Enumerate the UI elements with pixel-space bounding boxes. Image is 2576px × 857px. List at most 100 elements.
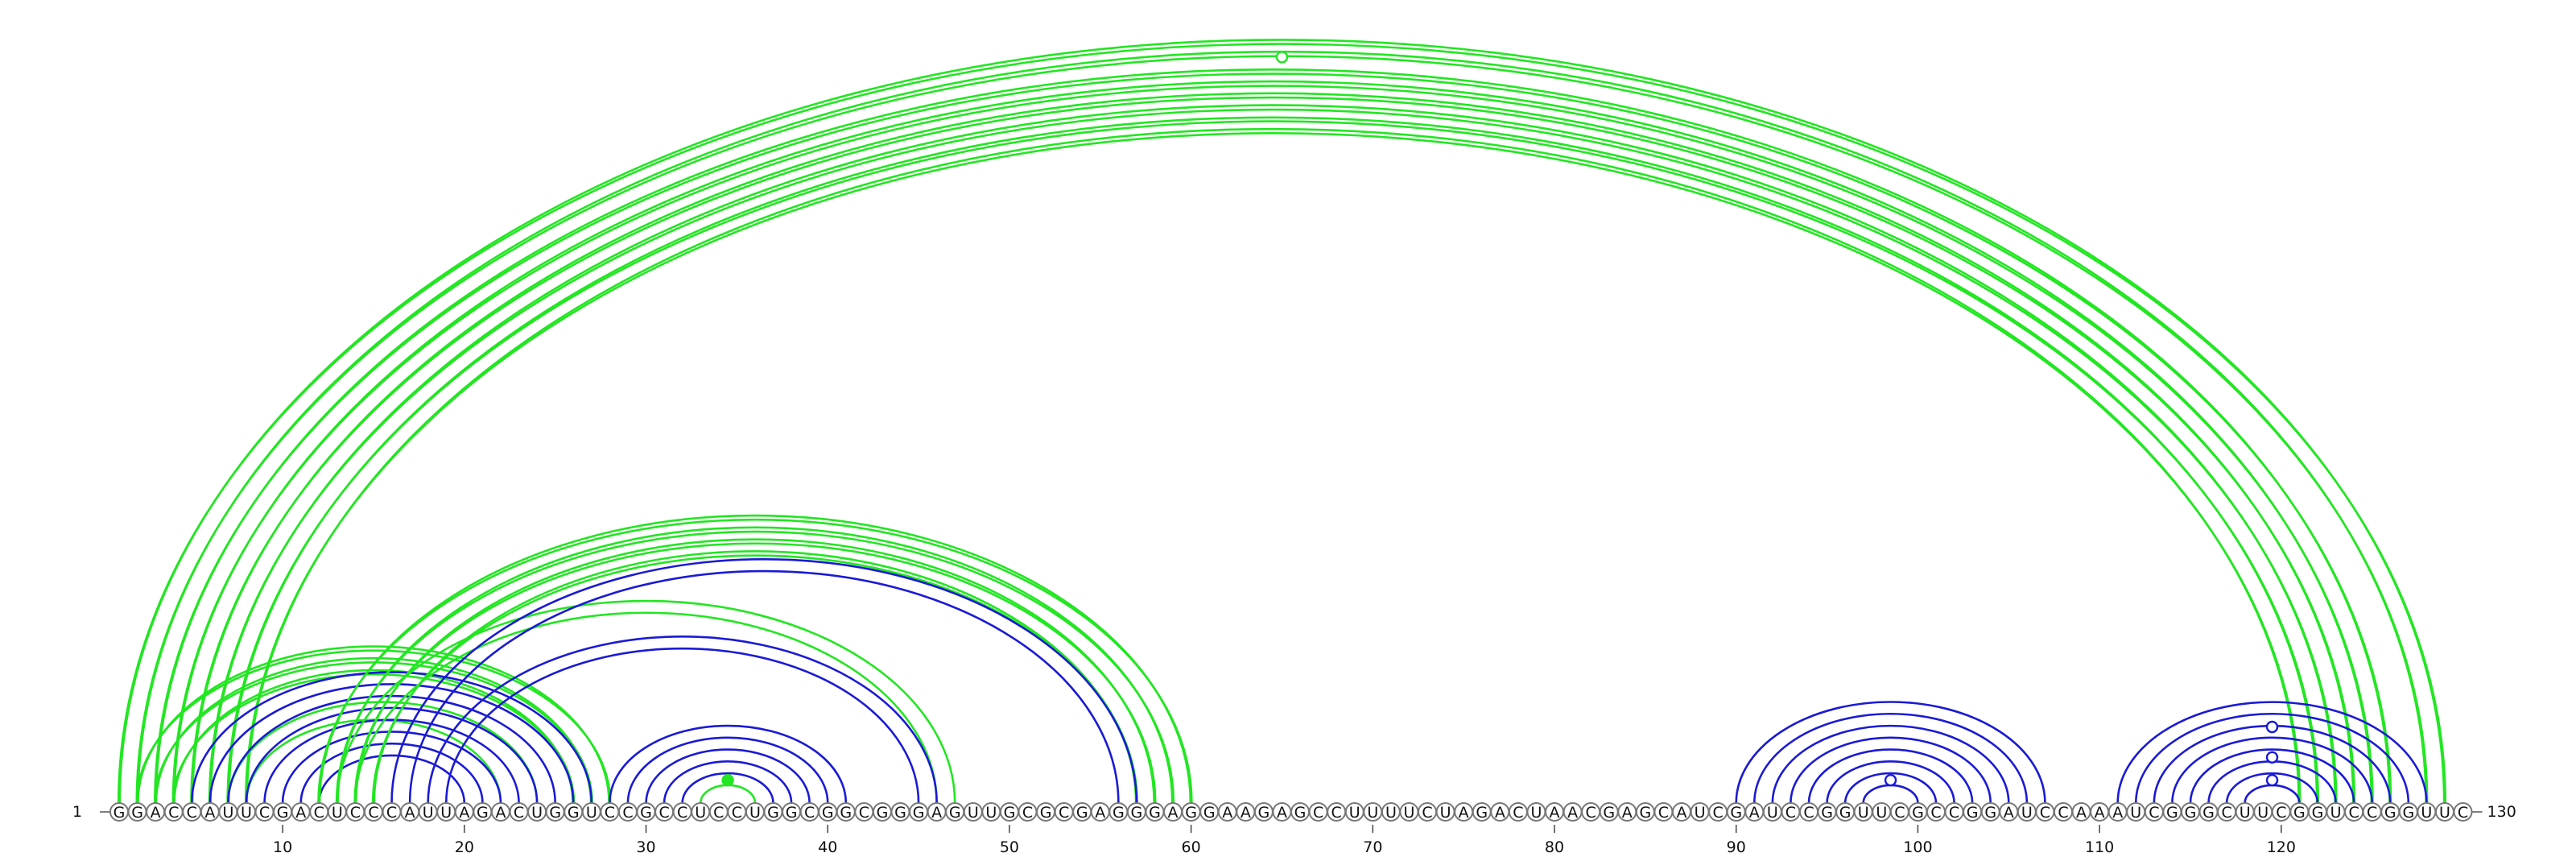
sequence-end-label: 130 xyxy=(2487,803,2516,821)
nucleotide-letter: U xyxy=(586,804,597,822)
nucleotide: A xyxy=(2071,802,2091,822)
nucleotide-letter: C xyxy=(1894,804,1905,822)
nucleotide: U xyxy=(2434,802,2454,822)
nucleotide-letter: G xyxy=(1967,804,1979,822)
nucleotide-letter: U xyxy=(1530,804,1542,822)
nucleotide: U xyxy=(691,802,711,822)
nucleotide: G xyxy=(763,802,783,822)
nucleotide-letter: G xyxy=(640,804,652,822)
nucleotide-letter: G xyxy=(1258,804,1270,822)
nucleotide-letter: G xyxy=(2312,804,2324,822)
base-pair-arc xyxy=(227,116,2318,804)
nucleotide: U xyxy=(1526,802,1546,822)
nucleotide-letter: G xyxy=(2402,804,2414,822)
base-pair-arc xyxy=(173,669,574,804)
nucleotide-letter: G xyxy=(1476,804,1488,822)
nucleotide: C xyxy=(1926,802,1946,822)
nucleotide: U xyxy=(218,802,238,822)
nucleotide: G xyxy=(1635,802,1655,822)
nucleotide-letter: U xyxy=(423,804,434,822)
nucleotide-letter: U xyxy=(1876,804,1887,822)
nucleotide: G xyxy=(109,802,129,822)
nucleotide: A xyxy=(1454,802,1474,822)
nucleotide: U xyxy=(1344,802,1364,822)
arc-marker xyxy=(2265,773,2279,787)
markers-layer xyxy=(721,51,2279,787)
base-pair-arc xyxy=(173,80,2373,804)
nucleotide-letter: A xyxy=(1495,804,1505,822)
base-pair-arc xyxy=(645,748,811,804)
nucleotide-letter: A xyxy=(1567,804,1578,822)
tick-label: 70 xyxy=(1363,838,1382,856)
nucleotide-letter: U xyxy=(2130,804,2141,822)
nucleotide: C xyxy=(1581,802,1601,822)
nucleotide-letter: A xyxy=(2076,804,2087,822)
nucleotide-letter: C xyxy=(1930,804,1941,822)
nucleotide-letter: A xyxy=(1277,804,1287,822)
nucleotide-letter: U xyxy=(1695,804,1706,822)
base-pair-arc xyxy=(626,736,829,804)
nucleotide: C xyxy=(345,802,365,822)
nucleotide-letter: G xyxy=(2185,804,2197,822)
nucleotide: C xyxy=(2344,802,2364,822)
nucleotide: C xyxy=(182,802,202,822)
nucleotide-letter: C xyxy=(368,804,378,822)
nucleotide-letter: C xyxy=(1658,804,1669,822)
nucleotide-letter: A xyxy=(2112,804,2123,822)
base-pair-arc xyxy=(699,784,757,804)
tick-label: 110 xyxy=(2085,838,2114,856)
nucleotide: C xyxy=(163,802,184,822)
nucleotide-letter: U xyxy=(222,804,233,822)
nucleotide-letter: G xyxy=(131,804,143,822)
nucleotide: A xyxy=(927,802,947,822)
nucleotide: G xyxy=(782,802,802,822)
nucleotide-letter: A xyxy=(2004,804,2014,822)
nucleotide: U xyxy=(418,802,438,822)
nucleotide: C xyxy=(1708,802,1728,822)
nucleotide-letter: C xyxy=(1586,804,1596,822)
nucleotide: G xyxy=(945,802,965,822)
nucleotide-letter: C xyxy=(732,804,742,822)
nucleotide: G xyxy=(2180,802,2200,822)
nucleotide: C xyxy=(1653,802,1674,822)
position-axis: 10 20 30 40 50 60 70 80 90 100 110 120 xyxy=(273,825,2296,856)
nucleotide: A xyxy=(2090,802,2110,822)
nucleotide-letter: C xyxy=(622,804,633,822)
nucleotide-letter: G xyxy=(2293,804,2306,822)
nucleotide: U xyxy=(1435,802,1455,822)
nucleotide-letter: C xyxy=(2367,804,2377,822)
nucleotide: U xyxy=(1853,802,1873,822)
nucleotide: U xyxy=(981,802,1001,822)
nucleotide-letter: G xyxy=(767,804,779,822)
nucleotide-letter: U xyxy=(1385,804,1397,822)
base-pair-arc xyxy=(299,742,484,804)
base-pair-arc xyxy=(336,526,1174,804)
nucleotide-letter: G xyxy=(1730,804,1742,822)
nucleotide: A xyxy=(146,802,166,822)
nucleotide: U xyxy=(2126,802,2146,822)
nucleotide: C xyxy=(1018,802,1038,822)
arc-marker xyxy=(2265,751,2279,764)
nucleotide: G xyxy=(872,802,892,822)
nucleotide-letter: A xyxy=(204,804,215,822)
nucleotide: C xyxy=(2217,802,2237,822)
tick-label: 10 xyxy=(273,838,292,856)
nucleotide-letter: C xyxy=(187,804,197,822)
nucleotide-letter: U xyxy=(985,804,997,822)
nucleotide: G xyxy=(999,802,1019,822)
nucleotide: G xyxy=(564,802,584,822)
tick-label: 100 xyxy=(1903,838,1932,856)
tick-label: 60 xyxy=(1182,838,1201,856)
nucleotide: C xyxy=(2144,802,2164,822)
nucleotide-letter: G xyxy=(477,804,489,822)
nucleotide: A xyxy=(200,802,220,822)
nucleotide-letter: C xyxy=(1422,804,1432,822)
nucleotide: U xyxy=(2235,802,2255,822)
nucleotide-letter: G xyxy=(1821,804,1833,822)
nucleotide: C xyxy=(363,802,383,822)
nucleotide: U xyxy=(745,802,765,822)
nucleotide-letter: C xyxy=(1059,804,1069,822)
base-pair-arc xyxy=(118,39,2446,804)
nucleotide: G xyxy=(2307,802,2327,822)
